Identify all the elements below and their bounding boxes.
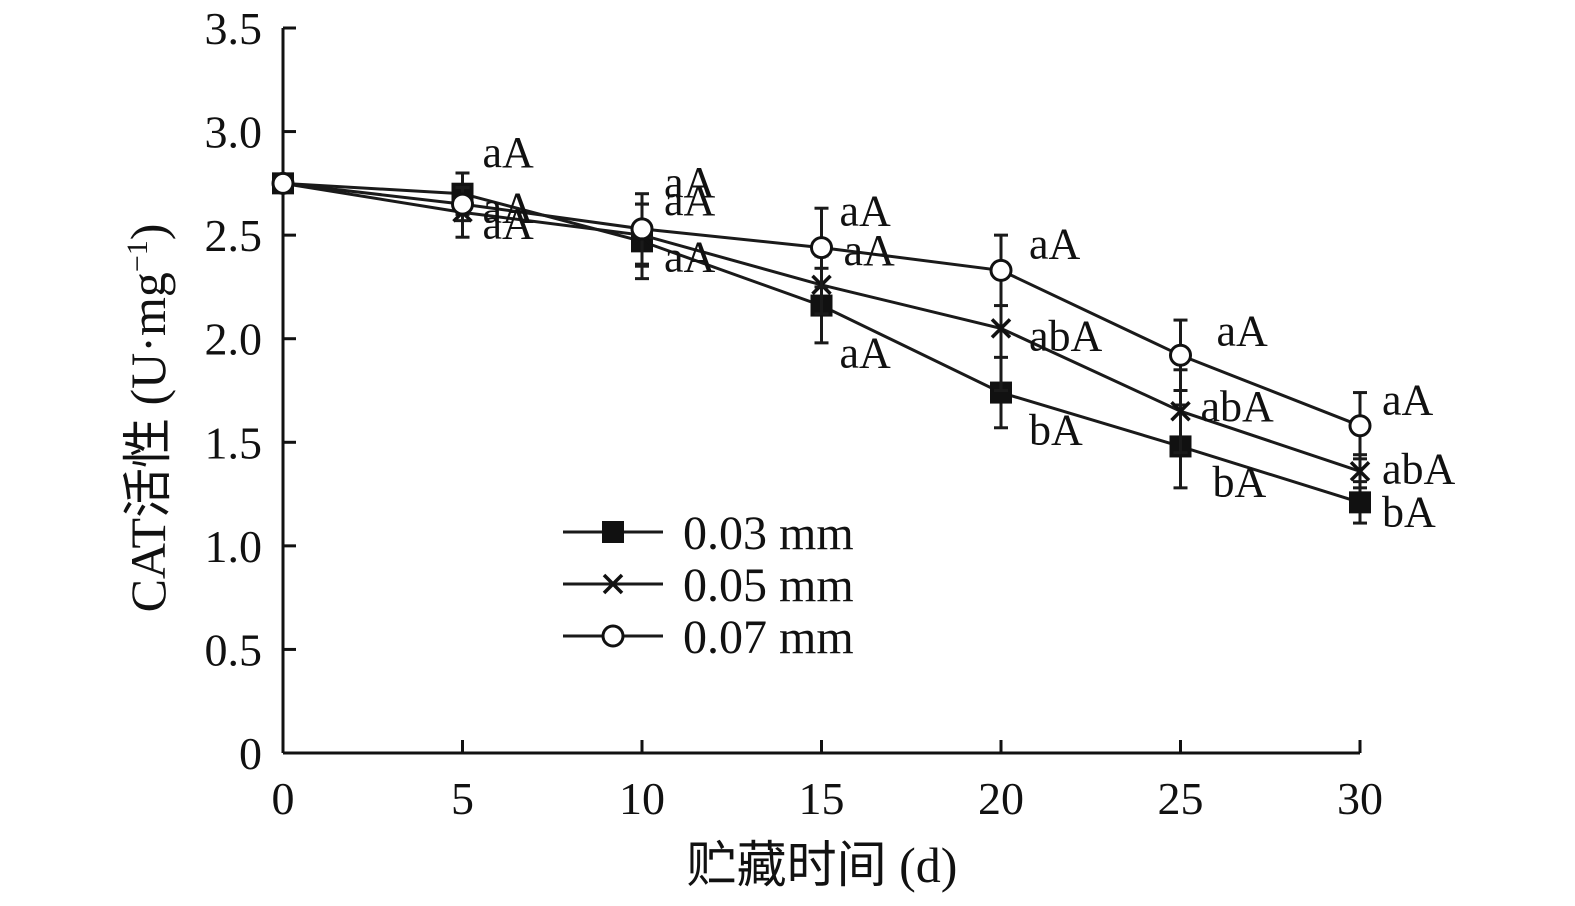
y-tick-label: 0 <box>239 728 262 779</box>
y-tick-label: 3.5 <box>205 3 263 54</box>
circle-marker <box>601 624 625 648</box>
significance-label: bA <box>1382 487 1436 536</box>
circle-marker <box>810 236 833 260</box>
x-tick-label: 20 <box>978 773 1024 824</box>
significance-label: aA <box>483 200 535 249</box>
square-marker <box>602 521 624 543</box>
significance-label: aA <box>1217 306 1269 355</box>
legend-label: 0.03 mm <box>683 507 854 560</box>
y-axis-title-main: CAT活性 (U·mg <box>120 272 176 612</box>
x-tick-label: 30 <box>1337 773 1383 824</box>
significance-label: bA <box>1029 406 1083 455</box>
circle-marker <box>989 258 1013 282</box>
axes: 0 0.5 1.0 1.5 2.0 2.5 3.0 3.5 0 5 10 15 20 25 30 <box>205 3 1384 824</box>
cross-marker-stroke <box>1349 461 1371 482</box>
circle-marker <box>271 171 295 195</box>
y-tick-label: 1.0 <box>205 521 263 572</box>
significance-label: aA <box>840 329 892 378</box>
y-tick-label: 1.5 <box>205 417 263 468</box>
series-0-07-mm <box>271 171 1372 461</box>
y-axis-title-close: ) <box>120 224 176 241</box>
legend: 0.03 mm0.05 mm0.07 mm <box>563 507 854 664</box>
circle-marker <box>630 217 654 241</box>
significance-label: aA <box>483 128 535 177</box>
significance-label: aA <box>840 187 892 236</box>
y-tick-label: 2.5 <box>205 210 263 261</box>
x-tick-label: 15 <box>799 773 845 824</box>
significance-label: aA <box>664 158 716 207</box>
significance-label: aA <box>664 232 716 281</box>
significance-label: aA <box>1029 219 1081 268</box>
significance-label: aA <box>664 176 716 225</box>
significance-label: bA <box>1213 457 1267 506</box>
series-layer <box>271 171 1372 525</box>
cross-marker-stroke <box>990 318 1012 339</box>
y-axis-title: CAT活性 (U·mg−1) <box>120 224 176 613</box>
x-tick-label: 0 <box>272 773 295 824</box>
significance-label: aA <box>844 226 896 275</box>
significance-label: aA <box>1382 376 1434 425</box>
square-marker <box>1349 491 1371 514</box>
x-tick-label: 5 <box>451 773 474 824</box>
legend-label: 0.07 mm <box>683 611 854 664</box>
significance-label: abA <box>1382 444 1456 493</box>
y-tick-label: 0.5 <box>205 624 263 675</box>
significance-label: abA <box>1029 311 1103 360</box>
significance-label: abA <box>1201 382 1275 431</box>
x-tick-label: 25 <box>1158 773 1204 824</box>
x-tick-label: 10 <box>619 773 665 824</box>
x-axis-title: 贮藏时间 (d) <box>687 837 958 893</box>
significance-label: aA <box>483 183 535 232</box>
circle-marker <box>451 192 474 216</box>
square-marker <box>990 381 1012 404</box>
y-tick-label: 2.0 <box>205 314 263 365</box>
y-tick-label: 3.0 <box>205 107 263 158</box>
y-axis-title-sup: −1 <box>121 240 154 272</box>
circle-marker <box>1348 414 1372 438</box>
circle-marker <box>1169 343 1192 367</box>
cross-marker-stroke <box>602 573 624 595</box>
cross-marker-stroke <box>1170 400 1191 422</box>
legend-label: 0.05 mm <box>683 559 854 612</box>
